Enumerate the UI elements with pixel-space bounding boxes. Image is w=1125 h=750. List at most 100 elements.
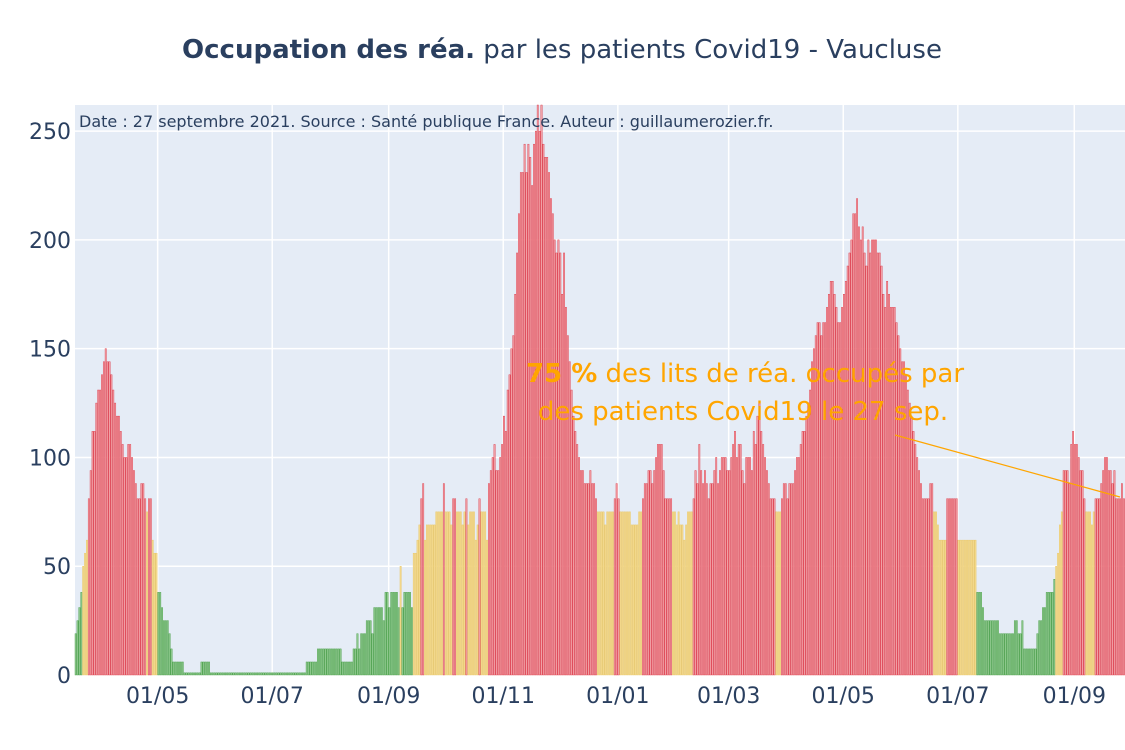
annotation-line-1: 75 % des lits de réa. occupés par bbox=[526, 359, 964, 389]
bar bbox=[805, 415, 808, 676]
bar bbox=[891, 307, 894, 676]
bar bbox=[146, 511, 148, 676]
bar bbox=[754, 444, 757, 676]
bar bbox=[101, 374, 103, 676]
bar bbox=[388, 607, 391, 676]
x-axis: 01/05 01/07 01/09 01/11 01/01 01/03 01/05 01/07… bbox=[126, 684, 1106, 709]
bar bbox=[74, 633, 77, 676]
bar bbox=[86, 539, 88, 676]
bar bbox=[1057, 552, 1059, 676]
bar bbox=[707, 498, 710, 676]
bar bbox=[191, 672, 194, 676]
bar bbox=[921, 498, 924, 676]
bar bbox=[320, 648, 323, 676]
bar bbox=[959, 539, 962, 676]
bar bbox=[426, 524, 428, 676]
bar bbox=[504, 431, 507, 676]
bar bbox=[1019, 633, 1022, 676]
bar bbox=[454, 498, 457, 676]
bar bbox=[326, 648, 329, 676]
bar bbox=[563, 252, 565, 676]
bar bbox=[869, 252, 872, 676]
bar bbox=[142, 483, 145, 676]
bar bbox=[550, 198, 552, 676]
bar bbox=[461, 524, 464, 676]
bar bbox=[114, 402, 117, 676]
bar bbox=[375, 607, 378, 676]
bar bbox=[1008, 633, 1011, 676]
y-tick-label: 150 bbox=[29, 338, 71, 363]
bar bbox=[769, 498, 772, 676]
bar bbox=[739, 444, 742, 676]
bar bbox=[824, 322, 827, 676]
bar bbox=[1090, 524, 1093, 676]
bar bbox=[760, 431, 763, 676]
bar bbox=[380, 607, 383, 676]
bar bbox=[360, 633, 363, 676]
bar bbox=[743, 483, 746, 676]
bar bbox=[294, 672, 297, 676]
bar bbox=[499, 457, 502, 676]
bar bbox=[102, 361, 105, 676]
bar bbox=[193, 672, 195, 676]
bar bbox=[80, 592, 83, 676]
bar bbox=[318, 648, 321, 676]
bar bbox=[602, 511, 605, 676]
bar bbox=[456, 511, 458, 676]
bar bbox=[1042, 607, 1044, 676]
bar bbox=[241, 672, 244, 676]
bar bbox=[927, 498, 930, 676]
bar bbox=[797, 457, 800, 676]
bar bbox=[683, 539, 686, 676]
bar bbox=[576, 444, 579, 676]
bar bbox=[619, 511, 622, 676]
bar bbox=[717, 483, 719, 676]
bar bbox=[606, 511, 609, 676]
bar bbox=[459, 511, 462, 676]
bar bbox=[709, 483, 712, 676]
bar bbox=[901, 361, 904, 676]
bar bbox=[1040, 620, 1043, 676]
bar bbox=[1072, 431, 1074, 676]
bar bbox=[936, 524, 939, 676]
bar bbox=[334, 648, 336, 676]
bar bbox=[354, 648, 357, 676]
bar bbox=[914, 444, 917, 676]
bar bbox=[580, 470, 582, 676]
bar bbox=[302, 672, 304, 676]
bar bbox=[666, 498, 669, 676]
bar bbox=[593, 483, 596, 676]
bar bbox=[542, 143, 545, 676]
bar bbox=[784, 483, 787, 676]
bar bbox=[185, 672, 188, 676]
bar bbox=[615, 483, 618, 676]
bar bbox=[835, 307, 838, 676]
bar bbox=[850, 239, 853, 676]
bar bbox=[880, 265, 883, 676]
bar bbox=[198, 672, 201, 676]
bar bbox=[183, 672, 186, 676]
bar bbox=[591, 483, 594, 676]
bar bbox=[747, 457, 750, 676]
bar bbox=[636, 524, 639, 676]
bar bbox=[228, 672, 231, 676]
bar bbox=[555, 252, 558, 676]
bar bbox=[610, 511, 612, 676]
bar bbox=[811, 361, 813, 676]
bar bbox=[121, 444, 124, 676]
bar bbox=[756, 415, 759, 676]
bar bbox=[538, 130, 541, 676]
bar bbox=[608, 511, 611, 676]
bar bbox=[826, 307, 828, 676]
bar bbox=[1096, 498, 1099, 676]
bar bbox=[638, 511, 641, 676]
bar bbox=[1066, 470, 1069, 676]
bar bbox=[903, 361, 905, 676]
bar bbox=[818, 322, 821, 676]
bar bbox=[328, 648, 331, 676]
bar bbox=[309, 661, 312, 676]
bar bbox=[134, 483, 137, 676]
bar bbox=[420, 498, 423, 676]
bar bbox=[482, 511, 485, 676]
bar bbox=[1100, 483, 1103, 676]
